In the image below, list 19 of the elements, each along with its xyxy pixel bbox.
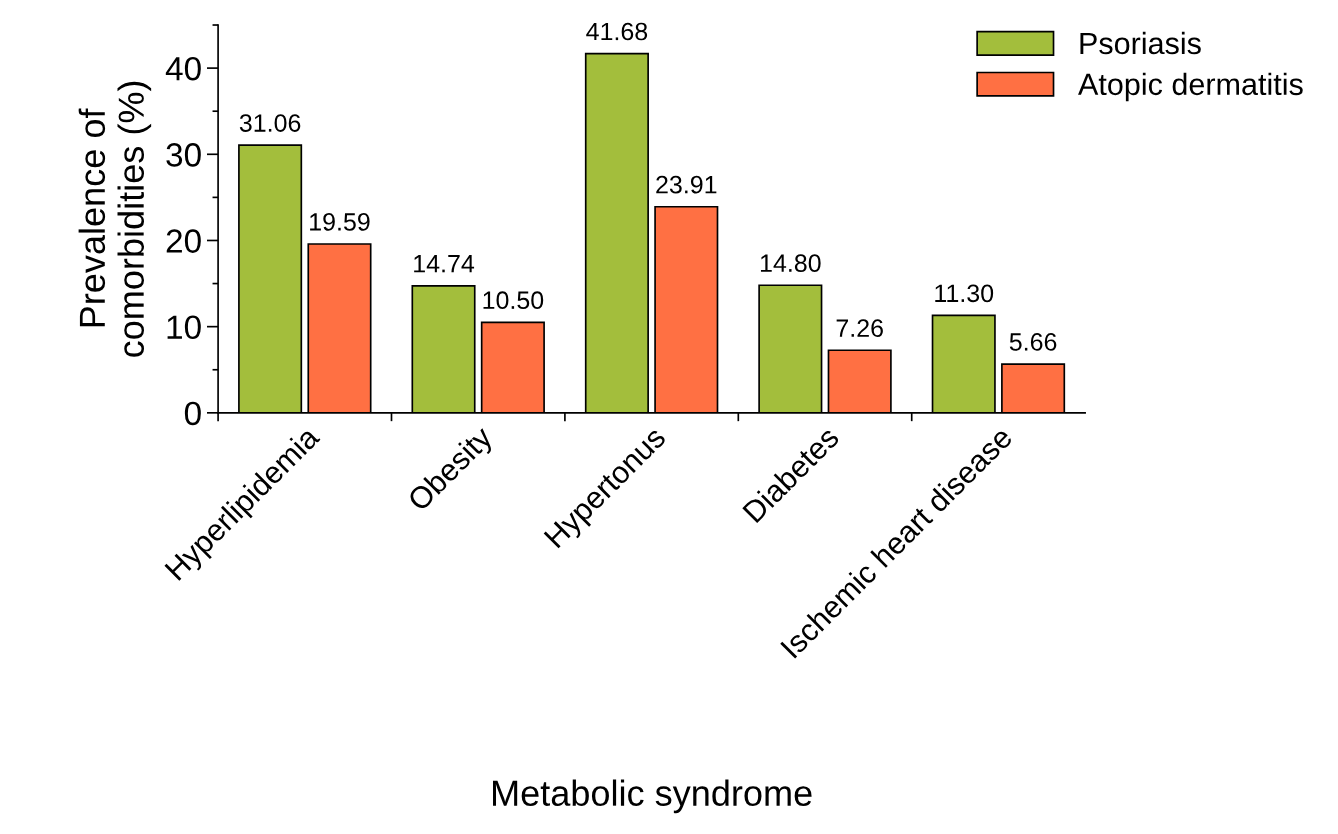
y-tick-label: 20 [166, 229, 201, 253]
legend-label: Psoriasis [1080, 31, 1201, 55]
y-tick-label: 0 [184, 401, 201, 426]
y-tick-label: 10 [167, 315, 201, 340]
data-label: 23.91 [656, 175, 717, 194]
data-label: 14.80 [760, 254, 821, 273]
data-label: 7.26 [836, 319, 883, 337]
data-label: 41.68 [586, 22, 648, 41]
y-tick-label: 40 [165, 56, 201, 81]
y-axis-title: Prevalence of comorbidities (%) [78, 81, 152, 357]
legend-label: Atopic dermatitis [1078, 72, 1303, 102]
data-label: 31.06 [239, 114, 301, 132]
y-tick-label: 30 [166, 143, 201, 167]
data-label: 19.59 [310, 213, 370, 231]
data-label: 5.66 [1009, 333, 1057, 351]
data-label: 10.50 [483, 291, 544, 310]
data-label: 14.74 [414, 255, 475, 273]
x-axis-title: Metabolic syndrome [493, 779, 812, 814]
data-label: 11.30 [935, 284, 994, 303]
